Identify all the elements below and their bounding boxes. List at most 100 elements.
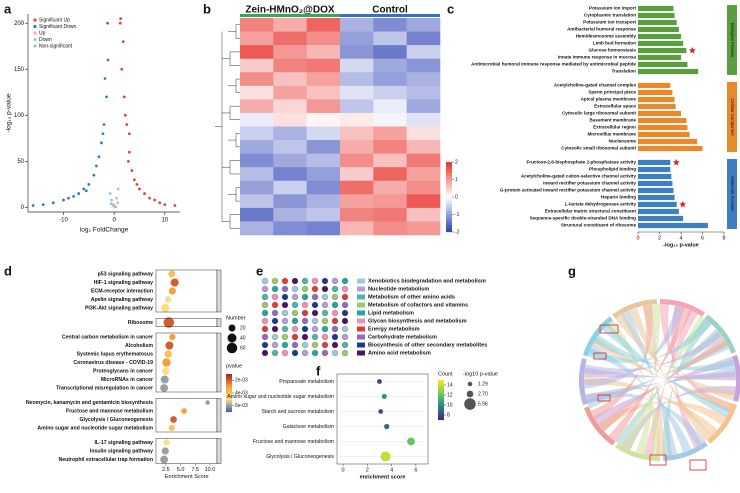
legend-swatch [357,326,365,332]
chord-ribbon [620,310,678,456]
bar [638,194,675,201]
point [84,189,88,193]
matrix-dot [261,349,269,357]
x-tick-label: 0 [636,235,639,241]
colorbar [446,221,452,226]
heat-cell [240,153,274,168]
colorbar-label: 4e-03 [235,390,248,396]
point [77,192,81,195]
chord-ribbon [593,356,735,425]
legend-swatch [357,302,365,308]
point [106,58,110,62]
category-label: Cytoplasmic translation [584,13,636,18]
matrix-dot [301,277,309,285]
colorbar [226,388,232,391]
matrix-dot [301,317,309,325]
colorbar [438,398,444,401]
facet-strip [216,398,222,433]
matrix-dot [261,341,269,349]
dot [170,278,179,287]
dot [381,394,387,399]
category-label: Structural constituent of ribosome [561,223,637,228]
heat-cell [240,45,274,59]
colorbar [226,390,232,393]
matrix-dot [291,301,299,309]
star [679,200,687,208]
colorbar [226,406,232,409]
matrix-dot [261,277,269,285]
point [148,196,152,200]
colorbar [446,193,452,198]
bar [638,124,688,131]
category-label: Potassium ion transport [583,20,636,25]
heat-cell [340,140,374,154]
heat-cell [240,31,274,46]
heat-cell [240,126,274,141]
bar [638,26,679,33]
dot [181,408,188,414]
x-tick-label: 6 [701,235,704,241]
matrix-dot [331,325,339,333]
colorbar [226,392,232,395]
colorbar [446,176,452,180]
point [112,203,116,207]
highlight-box [649,454,667,466]
point [102,123,106,126]
matrix-dot [301,341,309,349]
chord-arc [704,314,736,354]
legend-title: pvalue [226,363,242,369]
dendrogram [228,133,240,148]
matrix-dot [291,333,299,341]
heat-cell [306,58,341,73]
category-label: Amino sugar and nucleotide sugar metabol… [37,425,153,431]
point [138,187,141,191]
bar [638,54,681,61]
chord-diagram [579,299,740,471]
point [127,150,131,154]
chord-ribbon [608,307,692,442]
category-label: Inward rectifier potassium channel activ… [543,181,636,186]
matrix-dot [281,293,289,301]
legend-swatch [357,286,365,292]
matrix-dot [321,277,329,285]
colorbar [438,406,444,409]
heat-cell [373,194,407,209]
bar [638,103,676,110]
group-strip [727,159,737,229]
x-tick-label: 4 [679,235,682,241]
size-key [466,390,474,398]
matrix-dot [291,317,299,325]
point [125,123,129,126]
matrix-dot [341,325,349,333]
category-label: Extracellular region [593,125,636,130]
category-label: Insulin signaling pathway [90,448,153,454]
category-label: Sequence-specific double-stranded DNA bi… [529,216,636,221]
colorbar-label: -1 [455,212,460,218]
category-label: Galactose metabolism [283,424,334,430]
legend-label: Significant Down [39,24,76,30]
colorbar [446,197,452,201]
bar [638,47,687,54]
bar [638,222,708,229]
dot [160,384,169,392]
size-label: 40 [240,335,246,341]
colorbar [226,382,232,385]
category-label: Fructose and mannose metabolism [66,408,153,414]
heat-cell [306,99,341,114]
heat-cell [240,194,274,209]
chord-arc [615,443,660,461]
colorbar [226,386,232,389]
legend-title: Number [226,315,246,321]
legend-label: Biosynthesis of other secondary metaboli… [368,342,487,348]
point [97,155,101,159]
size-label: 1.29 [478,381,488,387]
chord-ribbon [584,331,724,375]
dendrogram [228,24,240,39]
category-label: Propanoate metabolism [279,379,334,385]
category-label: Phospholipid binding [589,167,636,172]
bar [638,166,671,173]
category-label: Microvillus membrane [587,132,636,137]
point [100,141,103,145]
heat-cell [273,72,307,87]
heat-cell [240,72,274,87]
